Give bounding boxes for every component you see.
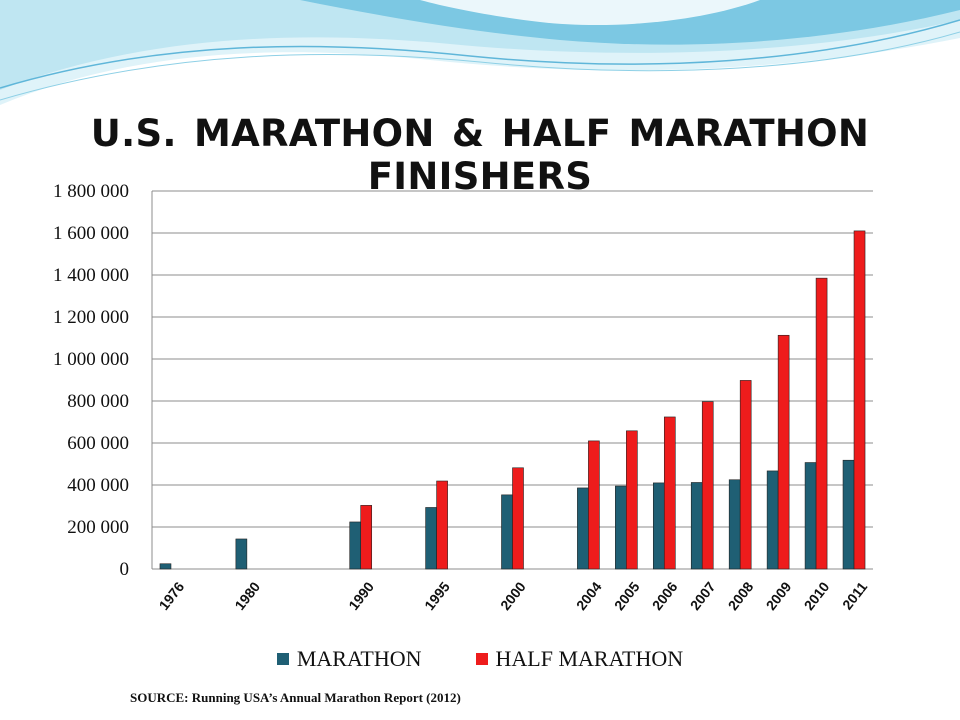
bar-half-marathon-2010	[815, 277, 828, 570]
bar-marathon-2008	[728, 479, 741, 570]
bar-marathon-2010	[804, 462, 817, 570]
bar-marathon-1980	[235, 538, 248, 570]
x-tick-label-1976: 1976	[155, 579, 187, 614]
bar-half-marathon-2004	[588, 440, 600, 570]
x-tick-label-2009: 2009	[763, 579, 795, 614]
legend-item-marathon: MARATHON	[276, 646, 422, 672]
bar-half-marathon-2007	[701, 401, 714, 570]
bar-marathon-2011	[842, 459, 855, 570]
bars	[159, 230, 866, 570]
legend-item-half-marathon: HALF MARATHON	[475, 646, 684, 672]
x-tick-label-1995: 1995	[421, 579, 453, 614]
bar-half-marathon-2011	[853, 230, 866, 570]
header-wave-decoration	[0, 0, 960, 105]
y-tick-label: 1 800 000	[53, 181, 129, 202]
x-tick-label-2006: 2006	[649, 579, 681, 614]
bar-marathon-2004	[577, 487, 589, 570]
bar-half-marathon-1995	[436, 480, 448, 570]
gridlines	[151, 190, 873, 570]
legend-swatch-half-marathon	[475, 653, 488, 665]
x-tick-label-2010: 2010	[801, 579, 833, 614]
bar-marathon-2005	[615, 485, 627, 570]
x-tick-label-2000: 2000	[497, 579, 529, 614]
y-tick-label: 800 000	[67, 391, 129, 412]
x-tick-label-1980: 1980	[231, 579, 263, 614]
y-tick-label: 600 000	[67, 433, 129, 454]
bar-half-marathon-2009	[777, 334, 790, 570]
x-tick-label-2008: 2008	[725, 579, 757, 614]
source-note: SOURCE: Running USA’s Annual Marathon Re…	[130, 690, 461, 705]
bar-marathon-1990	[349, 521, 362, 570]
bar-marathon-2009	[766, 470, 779, 570]
x-tick-label-2011: 2011	[839, 579, 870, 613]
x-tick-label-2005: 2005	[611, 579, 643, 614]
bar-half-marathon-2005	[626, 430, 638, 570]
y-tick-label: 200 000	[67, 517, 129, 538]
legend-label-marathon: MARATHON	[296, 646, 422, 671]
y-axis-tick-labels: 0 200 000 400 000 600 000 800 000 1 000 000 1 …	[53, 181, 129, 580]
bar-half-marathon-2000	[512, 467, 524, 570]
y-tick-label: 1 600 000	[53, 223, 129, 244]
y-tick-label: 400 000	[67, 475, 129, 496]
y-tick-label: 1 400 000	[53, 265, 129, 286]
bar-marathon-1976	[159, 563, 172, 570]
legend-swatch-marathon	[276, 653, 289, 665]
legend-label-half-marathon: HALF MARATHON	[495, 646, 684, 671]
x-tick-label-1990: 1990	[345, 579, 377, 614]
y-tick-label: 1 200 000	[53, 307, 129, 328]
bar-marathon-2007	[690, 482, 703, 570]
bar-marathon-2000	[501, 494, 513, 570]
x-tick-label-2007: 2007	[687, 579, 719, 614]
bar-marathon-2006	[652, 482, 665, 570]
legend: MARATHON HALF MARATHON	[0, 646, 960, 672]
bar-half-marathon-1990	[360, 505, 373, 570]
y-tick-label: 1 000 000	[53, 349, 129, 370]
y-tick-label: 0	[120, 559, 130, 580]
x-axis-tick-labels: 1976 1980 1990 1995 2000 2004 2005 2006 2007 2008…	[155, 579, 870, 614]
bar-half-marathon-2006	[663, 416, 676, 570]
bar-half-marathon-2008	[739, 380, 752, 570]
x-tick-label-2004: 2004	[573, 579, 605, 614]
bar-marathon-1995	[425, 507, 437, 570]
